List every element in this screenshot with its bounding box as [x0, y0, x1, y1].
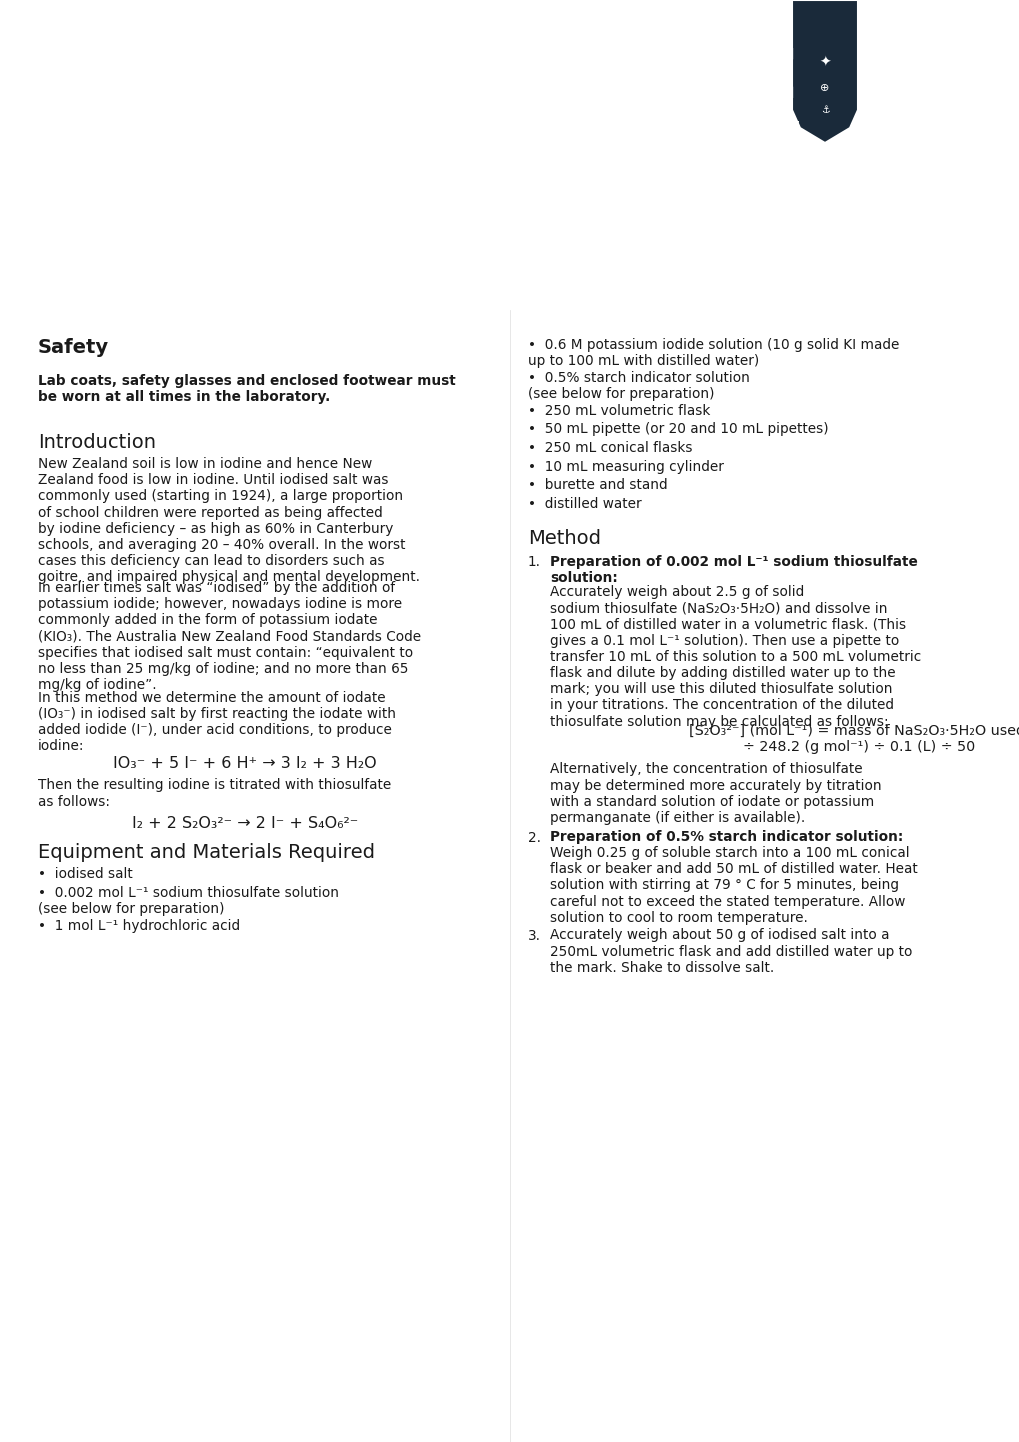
Text: Method: Method [528, 529, 600, 548]
Text: Accurately weigh about 50 g of iodised salt into a
250mL volumetric flask and ad: Accurately weigh about 50 g of iodised s… [549, 929, 911, 975]
Text: Weigh 0.25 g of soluble starch into a 100 mL conical
flask or beaker and add 50 : Weigh 0.25 g of soluble starch into a 10… [549, 846, 917, 924]
Text: •  0.5% starch indicator solution
(see below for preparation): • 0.5% starch indicator solution (see be… [528, 371, 749, 401]
Text: CANTERBURY: CANTERBURY [680, 140, 784, 154]
Text: Alternatively, the concentration of thiosulfate
may be determined more accuratel: Alternatively, the concentration of thio… [549, 763, 880, 825]
Text: Te Whare Wānanga o Waitaha: Te Whare Wānanga o Waitaha [680, 163, 826, 173]
Text: Equipment and Materials Required: Equipment and Materials Required [38, 844, 375, 862]
Text: College of Science: College of Science [40, 138, 220, 157]
Text: ✦: ✦ [818, 56, 830, 71]
Text: 2.: 2. [528, 831, 540, 845]
Text: Lab coats, safety glasses and enclosed footwear must
be worn at all times in the: Lab coats, safety glasses and enclosed f… [38, 373, 455, 404]
Text: •  0.6 M potassium iodide solution (10 g solid KI made
up to 100 mL with distill: • 0.6 M potassium iodide solution (10 g … [528, 337, 899, 368]
Text: New Zealand soil is low in iodine and hence New
Zealand food is low in iodine. U: New Zealand soil is low in iodine and he… [38, 457, 420, 584]
Text: •  250 mL volumetric flask: • 250 mL volumetric flask [528, 404, 709, 418]
Text: CHRISTCHURCH NEW ZEALAND: CHRISTCHURCH NEW ZEALAND [680, 177, 820, 187]
Text: Preparation of 0.002 mol L⁻¹ sodium thiosulfate
solution:: Preparation of 0.002 mol L⁻¹ sodium thio… [549, 555, 917, 585]
Text: Introduction: Introduction [38, 433, 156, 451]
Text: [S₂O₃²⁻] (mol L⁻¹) = mass of NaS₂O₃·5H₂O used (g)
            ÷ 248.2 (g mol⁻¹) : [S₂O₃²⁻] (mol L⁻¹) = mass of NaS₂O₃·5H₂O… [688, 724, 1019, 754]
Text: UNIVERSITY OF: UNIVERSITY OF [680, 120, 799, 134]
Text: 1.: 1. [528, 555, 540, 570]
Text: 3.: 3. [528, 929, 540, 943]
Text: •  50 mL pipette (or 20 and 10 mL pipettes): • 50 mL pipette (or 20 and 10 mL pipette… [528, 423, 827, 437]
Text: Then the resulting iodine is titrated with thiosulfate
as follows:: Then the resulting iodine is titrated wi… [38, 779, 391, 809]
Text: Preparation of 0.5% starch indicator solution:: Preparation of 0.5% starch indicator sol… [549, 831, 903, 845]
Text: In this method we determine the amount of iodate
(IO₃⁻) in iodised salt by first: In this method we determine the amount o… [38, 691, 395, 753]
Text: •  0.002 mol L⁻¹ sodium thiosulfate solution
(see below for preparation): • 0.002 mol L⁻¹ sodium thiosulfate solut… [38, 885, 338, 916]
Text: Accurately weigh about 2.5 g of solid
sodium thiosulfate (NaS₂O₃·5H₂O) and disso: Accurately weigh about 2.5 g of solid so… [549, 585, 920, 728]
Text: ⚓: ⚓ [820, 105, 828, 115]
Text: IO₃⁻ + 5 I⁻ + 6 H⁺ → 3 I₂ + 3 H₂O: IO₃⁻ + 5 I⁻ + 6 H⁺ → 3 I₂ + 3 H₂O [113, 757, 376, 771]
Text: ⊕: ⊕ [819, 84, 828, 92]
Text: Safety: Safety [38, 337, 109, 358]
Text: •  1 mol L⁻¹ hydrochloric acid: • 1 mol L⁻¹ hydrochloric acid [38, 919, 239, 933]
Text: •  distilled water: • distilled water [528, 496, 641, 510]
Text: I₂ + 2 S₂O₃²⁻ → 2 I⁻ + S₄O₆²⁻: I₂ + 2 S₂O₃²⁻ → 2 I⁻ + S₄O₆²⁻ [131, 816, 358, 831]
Text: •  iodised salt: • iodised salt [38, 868, 132, 881]
Polygon shape [791, 0, 857, 143]
Text: •  10 mL measuring cylinder: • 10 mL measuring cylinder [528, 460, 723, 473]
Text: In earlier times salt was “iodised” by the addition of
potassium iodide; however: In earlier times salt was “iodised” by t… [38, 581, 421, 692]
Text: UC: UC [680, 43, 797, 117]
Text: •  250 mL conical flasks: • 250 mL conical flasks [528, 441, 692, 456]
Text: •  burette and stand: • burette and stand [528, 477, 667, 492]
Text: Determination of Iodate in Iodised Salt by Redox Titration: Determination of Iodate in Iodised Salt … [36, 255, 834, 283]
